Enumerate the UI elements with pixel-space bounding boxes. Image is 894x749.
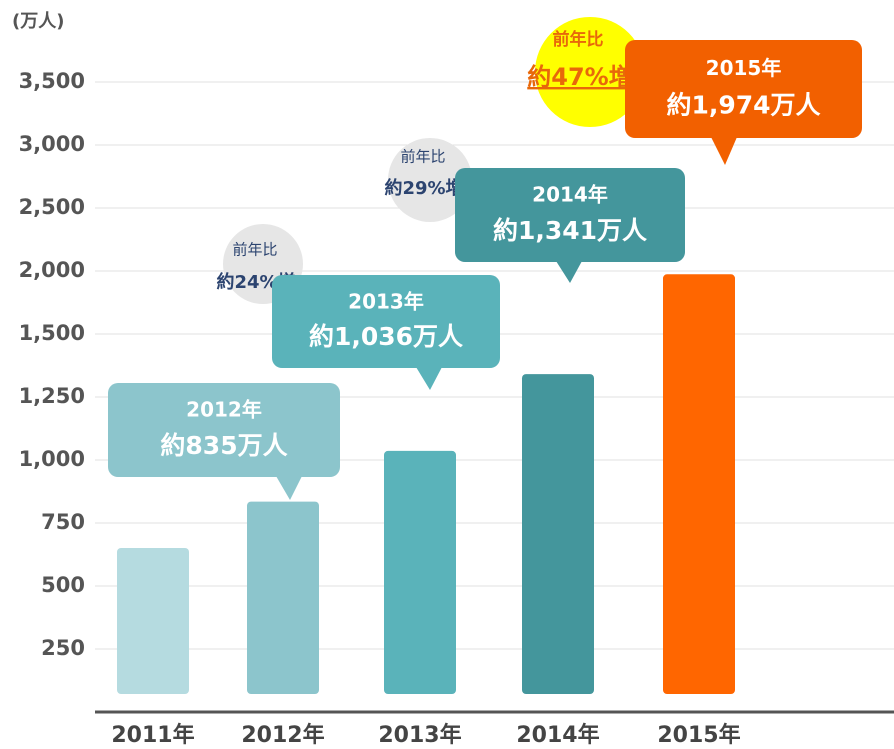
growth-label: 約29%増 <box>384 177 463 199</box>
x-tick-label: 2015年 <box>657 722 740 748</box>
callout-pointer <box>276 476 302 500</box>
callout-value: 約1,974万人 <box>666 91 820 120</box>
y-tick-label: 2,500 <box>19 195 85 219</box>
callout-year: 2015年 <box>706 56 782 80</box>
bar <box>117 547 189 694</box>
y-tick-label: 1,000 <box>19 447 85 471</box>
callout-box <box>272 275 500 368</box>
y-tick-label: 250 <box>41 636 85 660</box>
x-tick-label: 2012年 <box>241 722 324 748</box>
x-tick-label: 2014年 <box>516 722 599 748</box>
growth-title: 前年比 <box>232 241 277 259</box>
y-tick-label: 3,000 <box>19 132 85 156</box>
growth-circle <box>535 17 645 127</box>
y-axis-label: (万人) <box>12 11 64 32</box>
y-tick-label: 1,500 <box>19 321 85 345</box>
callout-year: 2013年 <box>348 289 424 313</box>
callout-box <box>625 40 862 138</box>
callout-value: 約1,341万人 <box>493 216 647 245</box>
y-tick-label: 750 <box>41 510 85 534</box>
growth-title: 前年比 <box>400 148 445 166</box>
callout-value: 約1,036万人 <box>309 322 463 351</box>
growth-circle <box>388 138 472 222</box>
y-tick-label: 2,000 <box>19 258 85 282</box>
callout-box <box>455 168 685 262</box>
grid: 250 500 750 1,000 1,250 1,500 2,000 2,500 3,000 3… <box>19 69 894 660</box>
bar <box>663 274 735 694</box>
x-tick-label: 2011年 <box>111 722 194 748</box>
callout-value: 約835万人 <box>160 431 287 460</box>
bar <box>522 374 594 694</box>
callout-pointer <box>711 137 737 165</box>
callout-box <box>108 383 340 477</box>
growth-title: 前年比 <box>553 29 604 50</box>
bar <box>384 450 456 694</box>
callout-pointer <box>556 261 582 283</box>
y-tick-label: 500 <box>41 573 85 597</box>
growth-label: 約47%増 <box>527 63 632 91</box>
y-tick-label: 3,500 <box>19 69 85 93</box>
bar <box>247 501 319 694</box>
callout-year: 2014年 <box>532 183 608 207</box>
callout-year: 2012年 <box>186 398 262 422</box>
callout-pointer <box>416 367 442 390</box>
bars <box>117 274 735 694</box>
x-tick-label: 2013年 <box>378 722 461 748</box>
y-tick-label: 1,250 <box>19 384 85 408</box>
